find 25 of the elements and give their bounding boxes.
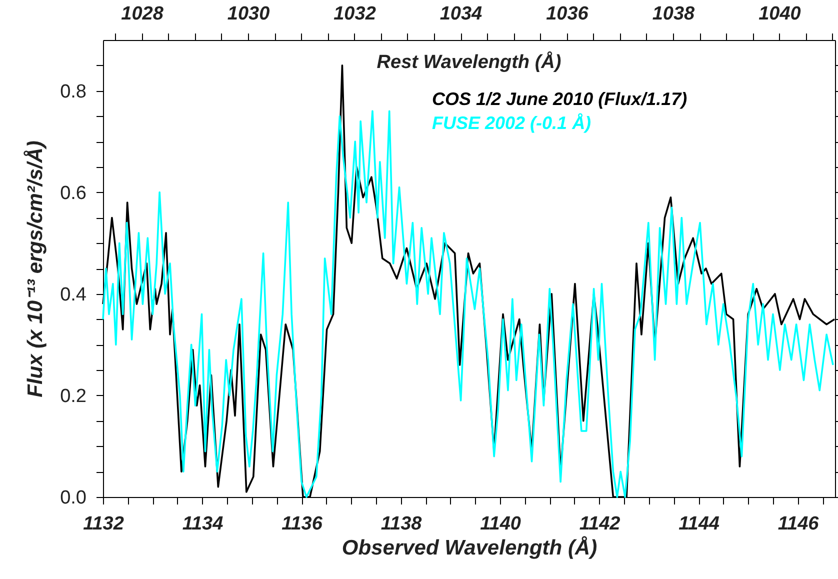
x-tick-label: 1144 <box>678 514 720 534</box>
x-tick-label: 1132 <box>83 514 124 534</box>
text: FUSE 2002 (-0.1 Å) <box>432 113 592 133</box>
x-tick-label: 1142 <box>579 514 621 534</box>
x2-tick-label: 1040 <box>758 4 802 24</box>
x-tick-label: 1140 <box>480 514 522 534</box>
y-tick-label: 0.2 <box>60 386 86 407</box>
x2-axis-title: Rest Wavelength (Å) <box>376 51 562 73</box>
y-tick-label: 0.4 <box>60 284 87 306</box>
x-tick-label: 1134 <box>182 514 224 534</box>
x-axis-title: Observed Wavelength (Å) <box>342 536 598 560</box>
x2-tick-label: 1038 <box>652 4 696 24</box>
x2-tick-label: 1032 <box>334 4 376 24</box>
y-tick-label: 0.8 <box>60 81 86 102</box>
x-tick-label: 1138 <box>380 514 422 534</box>
x-tick-label: 1136 <box>282 514 323 534</box>
y-tick-label: 0.6 <box>60 182 86 204</box>
text: COS 1/2 June 2010 (Flux/1.17) <box>432 89 688 109</box>
y-axis-title: Flux (x 10⁻¹³ ergs/cm²/s/Å) <box>23 140 48 398</box>
x2-tick-label: 1028 <box>121 4 164 24</box>
y-tick-label: 0.0 <box>60 488 86 508</box>
x2-tick-label: 1034 <box>440 4 483 24</box>
x-tick-label: 1146 <box>778 514 820 534</box>
x2-tick-label: 1030 <box>227 4 270 24</box>
x2-tick-label: 1036 <box>546 4 589 24</box>
